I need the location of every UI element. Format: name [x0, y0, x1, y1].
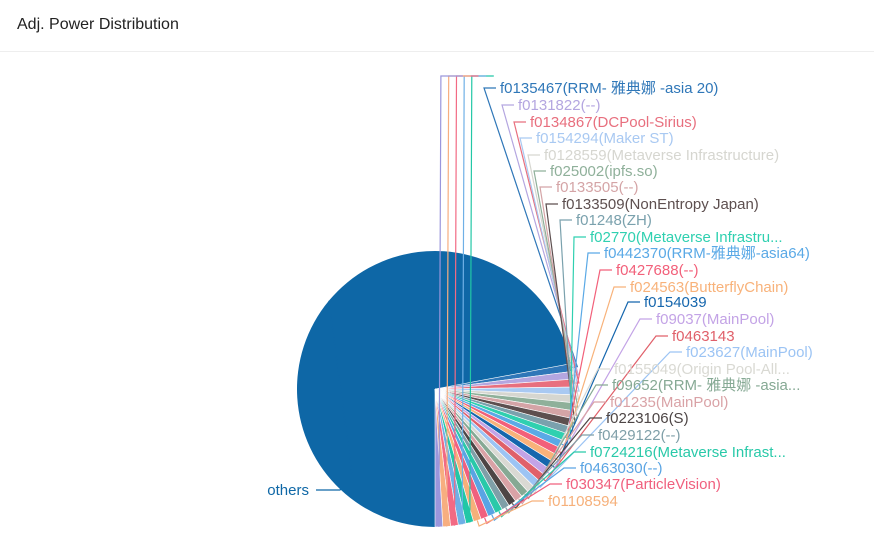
slice-label: f030347(ParticleVision) — [566, 476, 721, 493]
slice-label: f09652(RRM- 雅典娜 -asia... — [612, 377, 800, 394]
slice-label: f0134867(DCPool-Sirius) — [530, 114, 697, 131]
label-line — [476, 500, 544, 527]
slice-label: f0463143 — [672, 328, 735, 345]
panel-header: Adj. Power Distribution — [0, 0, 874, 52]
slice-labels: others f0135467(RRM- 雅典娜 -asia 20)f013182… — [267, 80, 812, 510]
label-line — [498, 451, 586, 518]
slice-label: f0133509(NonEntropy Japan) — [562, 196, 759, 213]
panel-title: Adj. Power Distribution — [17, 16, 179, 33]
pie-chart: others f0135467(RRM- 雅典娜 -asia 20)f013182… — [267, 75, 813, 528]
slices — [296, 251, 574, 528]
label-lines — [316, 75, 682, 527]
label-line — [545, 318, 652, 476]
slice-label: f0442370(RRM-雅典娜-asia64) — [604, 245, 810, 262]
slice-label: f023627(MainPool) — [686, 344, 813, 361]
slice-label: f0429122(--) — [598, 427, 681, 444]
label-line — [484, 483, 562, 525]
label-line — [491, 467, 576, 522]
slice-label: f0131822(--) — [518, 97, 601, 114]
slice-label: f024563(ButterflyChain) — [630, 279, 788, 296]
slice-label: f0427688(--) — [616, 262, 699, 279]
slice-label: f02770(Metaverse Infrastru... — [590, 229, 783, 246]
slice-label: f0155049(Origin Pool-All... — [614, 361, 790, 378]
slice-label: f09037(MainPool) — [656, 311, 774, 328]
label-line — [554, 286, 626, 462]
slice-label: f0133505(--) — [556, 179, 639, 196]
slice-label: f0154039 — [644, 294, 707, 311]
slice-label: f0223106(S) — [606, 410, 689, 427]
slice-label: f0154294(Maker ST) — [536, 130, 674, 147]
slice-label: f025002(ipfs.so) — [550, 163, 658, 180]
pie-chart-area: others f0135467(RRM- 雅典娜 -asia 20) f013182… — [0, 52, 874, 557]
slice-label: f0135467(RRM- 雅典娜 -asia 20) — [500, 80, 718, 97]
slice-label: f01235(MainPool) — [610, 394, 728, 411]
slice-label: f01108594 — [548, 493, 618, 510]
slice-label-others: others — [267, 482, 309, 499]
slice-label: f01248(ZH) — [576, 212, 652, 229]
label-line — [483, 87, 579, 369]
label-line — [438, 75, 463, 527]
slice-label: f0463030(--) — [580, 460, 663, 477]
slice-label: f0128559(Metaverse Infrastructure) — [544, 147, 779, 164]
label-line-others — [316, 300, 353, 491]
slice-label: f0724216(Metaverse Infrast... — [590, 444, 786, 461]
slice-others[interactable] — [296, 251, 571, 527]
